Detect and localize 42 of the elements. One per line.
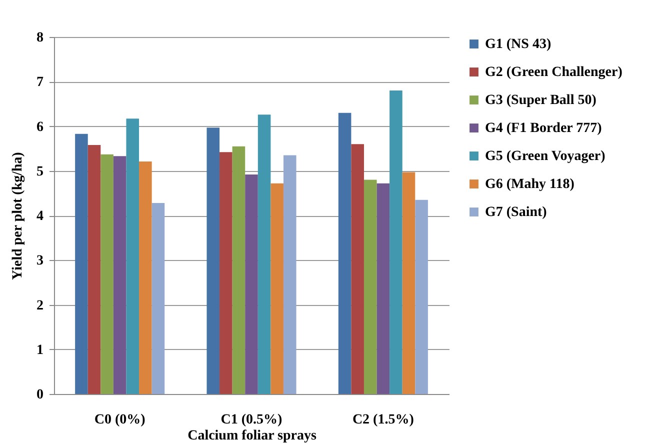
- y-axis-title: Yield per plot (kg/ha): [10, 152, 26, 280]
- bar: [100, 154, 114, 394]
- x-axis-title: Calcium foliar sprays: [188, 428, 317, 444]
- bar: [206, 128, 220, 394]
- bar: [376, 183, 390, 394]
- bar: [152, 203, 165, 394]
- bar: [88, 144, 101, 394]
- bar: [258, 114, 271, 394]
- x-tick-label: C0 (0%): [94, 412, 146, 428]
- legend-label: G3 (Super Ball 50): [485, 93, 597, 108]
- legend-label: G5 (Green Voyager): [485, 149, 606, 164]
- bar: [390, 90, 402, 394]
- legend-label: G7 (Saint): [485, 205, 548, 220]
- bar: [415, 200, 428, 394]
- y-tick-label: 8: [36, 30, 44, 46]
- bar: [245, 174, 258, 394]
- bar: [220, 152, 232, 394]
- x-tick-label: C1 (0.5%): [220, 412, 283, 428]
- bar: [75, 134, 88, 394]
- bar: [402, 172, 416, 394]
- y-tick-label: 7: [36, 75, 44, 90]
- bar: [338, 112, 352, 394]
- y-tick-label: 0: [36, 388, 44, 402]
- bar: [139, 162, 152, 394]
- x-tick-label: C2 (1.5%): [352, 412, 414, 428]
- bar: [351, 144, 364, 394]
- legend-label: G6 (Mahy 118): [485, 177, 575, 192]
- y-tick-label: 5: [36, 164, 44, 180]
- bar: [232, 146, 246, 394]
- y-tick-label: 6: [36, 120, 44, 135]
- bar: [283, 155, 296, 394]
- y-tick-label: 2: [36, 298, 44, 314]
- legend-label: G2 (Green Challenger): [485, 65, 623, 80]
- bar: [364, 180, 377, 394]
- y-tick-label: 1: [36, 342, 44, 358]
- y-tick-label: 4: [36, 209, 44, 224]
- legend-label: G1 (NS 43): [485, 37, 552, 52]
- bar: [270, 183, 284, 394]
- bar: [113, 156, 126, 394]
- bar: [126, 118, 140, 394]
- y-tick-label: 3: [36, 254, 44, 269]
- legend-label: G4 (F1 Border 777): [485, 121, 602, 136]
